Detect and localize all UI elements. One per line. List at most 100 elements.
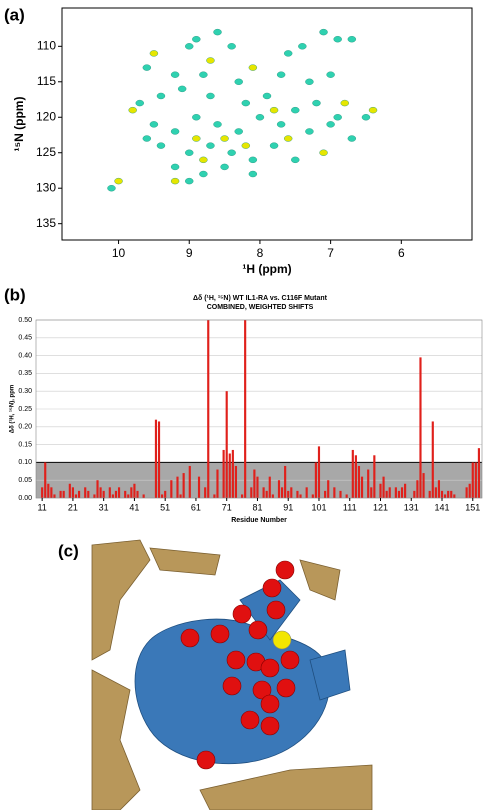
y-tick-label: 0.05 — [18, 477, 32, 484]
bar — [474, 462, 477, 498]
peak — [276, 121, 286, 128]
bar — [176, 476, 179, 498]
peak — [135, 99, 144, 107]
peak — [227, 43, 236, 50]
bar — [447, 490, 450, 498]
y-tick-label: 0.15 — [18, 441, 32, 448]
bar — [311, 494, 314, 498]
peak — [284, 135, 293, 142]
peak — [192, 114, 201, 121]
x-tick-label: 111 — [343, 502, 357, 512]
peak — [347, 36, 357, 43]
bar — [96, 480, 99, 498]
peak — [255, 114, 265, 121]
y-tick-label: 125 — [36, 145, 56, 159]
y-tick-label: 110 — [37, 38, 56, 52]
bar — [400, 487, 404, 498]
bar — [351, 449, 354, 498]
x-tick-label: 81 — [252, 502, 262, 512]
x-tick-label: 101 — [311, 502, 326, 512]
y-axis-label: Δδ (¹H, ¹⁵N), ppm — [9, 385, 16, 433]
peak — [185, 177, 194, 185]
bar — [62, 490, 65, 498]
bar — [234, 465, 238, 498]
peak — [213, 121, 222, 128]
x-tick-label: 41 — [129, 502, 139, 512]
peak — [305, 78, 314, 85]
peak — [199, 156, 208, 164]
x-tick-label: 121 — [373, 502, 388, 512]
bar — [216, 469, 219, 498]
bar — [327, 480, 330, 498]
bar — [382, 476, 385, 498]
peak — [241, 99, 250, 107]
peak — [156, 92, 166, 100]
peak — [326, 71, 335, 78]
y-tick-label: 0.45 — [18, 335, 32, 342]
bar — [428, 490, 431, 498]
bar — [250, 487, 253, 498]
peak — [220, 135, 229, 142]
bar — [360, 476, 364, 498]
peak — [185, 149, 194, 156]
bar — [290, 487, 293, 498]
y-tick-label: 0.30 — [18, 388, 32, 395]
bar — [419, 357, 422, 498]
bar — [265, 490, 268, 498]
bar — [299, 494, 302, 498]
bar — [71, 487, 74, 498]
peak — [192, 36, 201, 43]
bar — [182, 473, 185, 498]
bar — [284, 465, 287, 498]
x-tick-label: 71 — [222, 502, 232, 512]
y-tick-label: 0.10 — [18, 459, 32, 466]
peak — [149, 121, 159, 128]
bar — [404, 483, 407, 498]
bar — [379, 483, 382, 498]
y-axis-label: ¹⁵N (ppm) — [12, 97, 26, 152]
bar — [370, 487, 373, 498]
protein-structure — [91, 539, 373, 810]
bar — [188, 465, 191, 498]
plot-frame — [35, 319, 483, 499]
bar — [207, 320, 210, 498]
peak — [206, 142, 215, 149]
x-tick-label: 11 — [37, 502, 46, 512]
bar — [354, 455, 357, 498]
bar — [465, 487, 468, 498]
y-tick-label: 0.00 — [18, 495, 32, 502]
plot-frame — [61, 7, 473, 241]
bar — [130, 487, 133, 498]
bar — [388, 487, 391, 498]
bar — [357, 465, 361, 498]
bar — [59, 490, 62, 498]
peak — [241, 142, 250, 149]
bar — [41, 487, 44, 498]
bar — [225, 391, 228, 498]
x-tick-label: 8 — [257, 246, 264, 260]
peak — [305, 128, 314, 135]
y-tick-label: 130 — [36, 180, 56, 194]
bar — [114, 490, 118, 498]
x-tick-label: 9 — [186, 246, 193, 260]
peak — [199, 71, 208, 78]
bar — [268, 476, 271, 498]
bar — [314, 462, 317, 498]
peak — [340, 99, 349, 107]
peak — [170, 177, 180, 185]
peak — [319, 149, 328, 156]
x-tick-label: 6 — [398, 246, 405, 260]
panel-label: (b) — [4, 285, 26, 304]
peak — [284, 50, 293, 57]
bar — [154, 419, 158, 498]
bar — [108, 487, 111, 498]
peak — [248, 156, 258, 164]
bar — [197, 476, 201, 498]
bar — [296, 490, 299, 498]
bar — [253, 469, 256, 498]
bar — [179, 494, 182, 498]
bar — [50, 487, 53, 498]
bar — [44, 462, 47, 498]
x-tick-label: 151 — [465, 502, 480, 512]
